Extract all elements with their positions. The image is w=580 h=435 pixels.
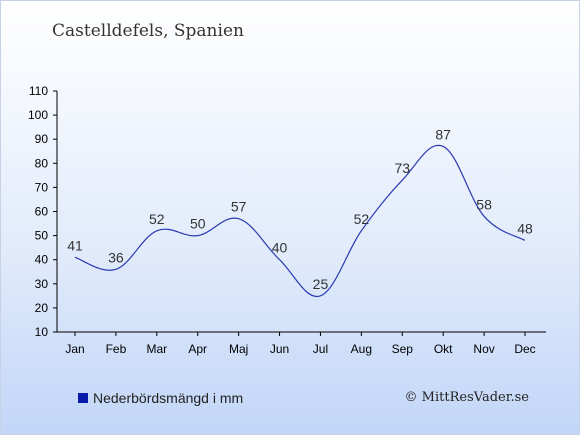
data-label: 87 — [435, 126, 451, 142]
x-tick-label: Okt — [434, 342, 453, 356]
y-tick-label: 50 — [35, 229, 49, 243]
x-tick-label: Apr — [188, 342, 207, 356]
x-tick-label: Dec — [514, 342, 535, 356]
x-tick-label: Feb — [106, 342, 127, 356]
y-tick-label: 70 — [35, 180, 49, 194]
x-tick-label: Jun — [270, 342, 289, 356]
x-tick-label: Mar — [146, 342, 167, 356]
y-tick-label: 110 — [29, 84, 48, 98]
legend-label: Nederbördsmängd i mm — [93, 390, 244, 406]
x-tick-label: Jul — [313, 342, 328, 356]
credit-text: © MittResVader.se — [404, 390, 529, 405]
y-tick-label: 90 — [35, 132, 49, 146]
legend-swatch — [78, 393, 88, 403]
data-label: 41 — [67, 237, 83, 253]
legend: Nederbördsmängd i mm — [78, 390, 243, 406]
data-label: 52 — [354, 211, 370, 227]
data-label: 25 — [313, 276, 329, 292]
data-label: 48 — [517, 220, 533, 236]
y-tick-label: 20 — [35, 301, 49, 315]
data-label: 36 — [108, 249, 124, 265]
chart-title: Castelldefels, Spanien — [52, 21, 244, 41]
y-tick-label: 40 — [35, 253, 49, 267]
y-tick-label: 60 — [35, 205, 49, 219]
data-label: 73 — [394, 160, 410, 176]
data-label: 57 — [231, 199, 247, 215]
y-tick-label: 80 — [35, 156, 49, 170]
data-label: 40 — [272, 240, 288, 256]
x-tick-label: Maj — [229, 342, 248, 356]
data-label: 58 — [476, 196, 492, 212]
series-line — [74, 144, 526, 298]
data-label: 50 — [190, 216, 206, 232]
y-tick-label: 10 — [35, 325, 49, 339]
y-tick-label: 30 — [35, 277, 49, 291]
x-tick-label: Nov — [473, 342, 494, 356]
data-label: 52 — [149, 211, 165, 227]
x-tick-label: Aug — [351, 342, 372, 356]
x-tick-label: Jan — [65, 342, 84, 356]
x-tick-label: Sep — [392, 342, 414, 356]
y-tick-label: 100 — [28, 108, 48, 122]
